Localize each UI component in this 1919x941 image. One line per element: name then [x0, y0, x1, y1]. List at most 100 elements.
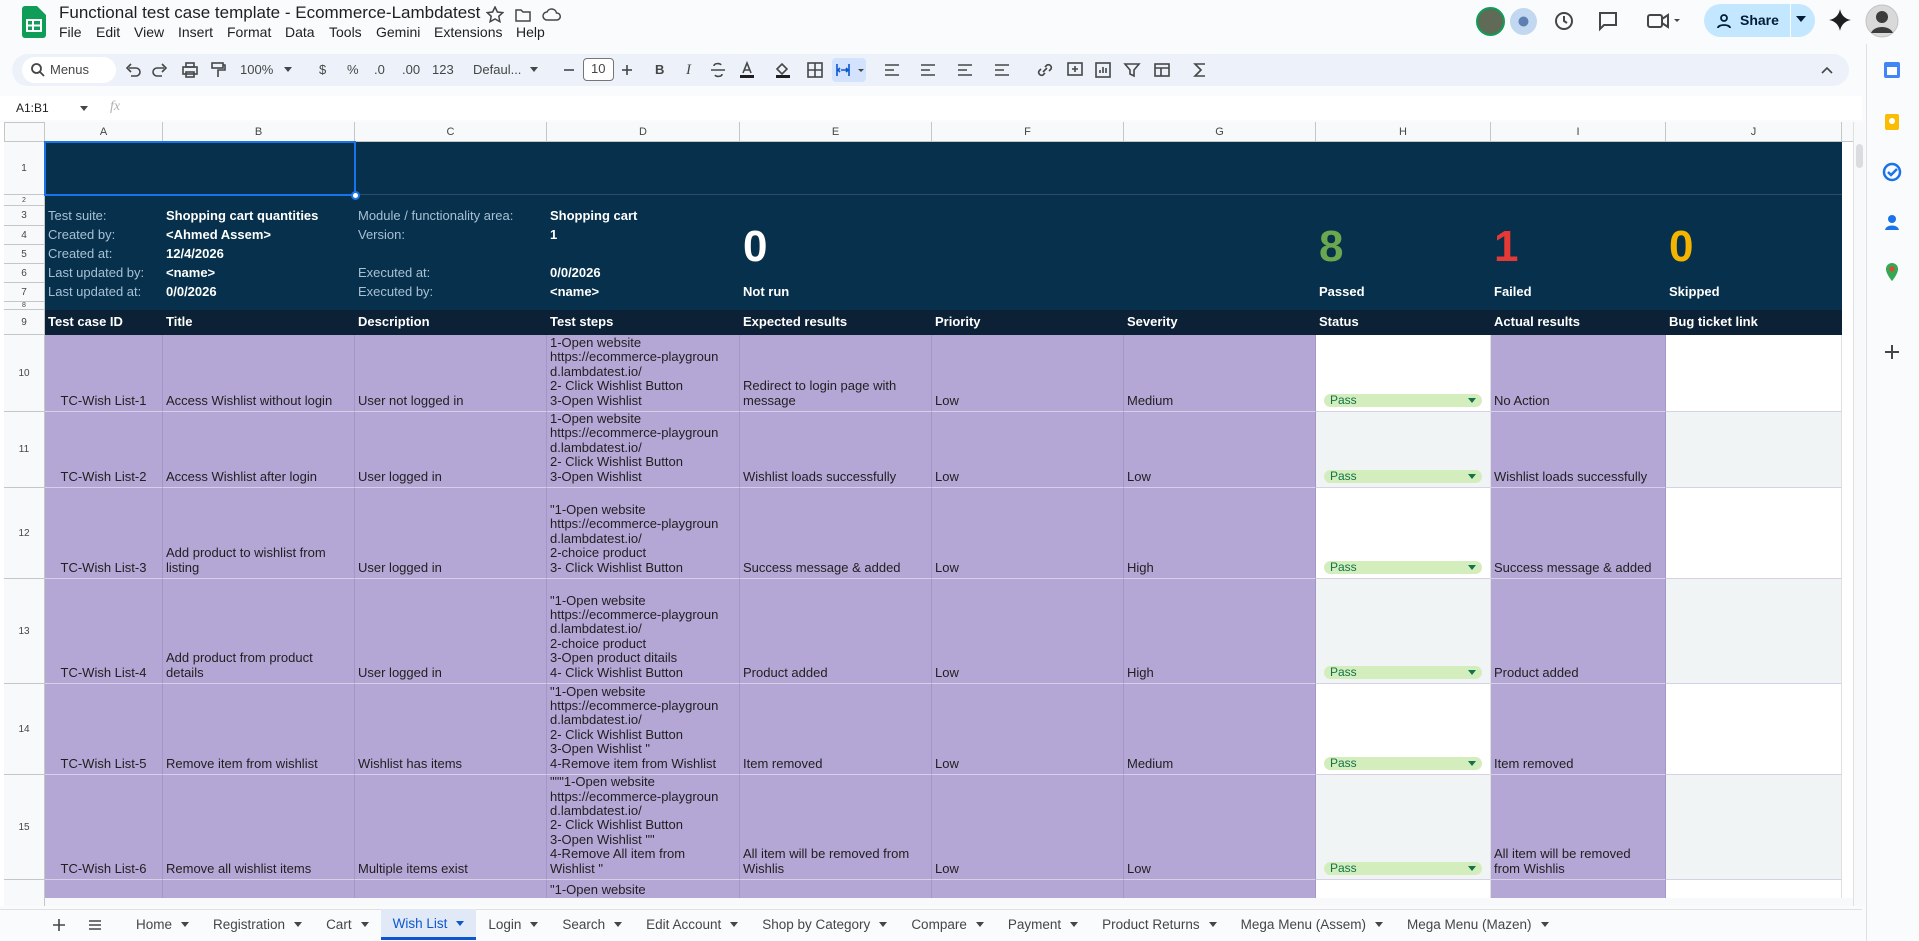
sheet-tab[interactable]: Mega Menu (Mazen) [1395, 909, 1561, 940]
tab-dropdown[interactable] [1208, 922, 1217, 927]
font-size-box[interactable] [583, 58, 614, 81]
toolbar-zoom[interactable]: 100% [240, 62, 274, 77]
status-chip[interactable]: Pass [1324, 469, 1482, 483]
sheet-tab[interactable]: Product Returns [1090, 909, 1229, 940]
column-header[interactable]: E [740, 122, 932, 142]
filter[interactable] [1122, 60, 1142, 80]
menu-item[interactable]: Edit [96, 24, 121, 40]
menu-item[interactable]: Help [516, 24, 545, 40]
v-scroll-thumb[interactable] [1856, 144, 1863, 168]
chip-dropdown[interactable] [1468, 866, 1476, 871]
doc-title[interactable]: Functional test case template - Ecommerc… [59, 3, 481, 22]
status-label[interactable]: Pass [1330, 756, 1357, 771]
row-header[interactable]: 14 [4, 684, 45, 775]
borders[interactable] [805, 60, 825, 80]
toolbar-dec-more[interactable]: .00 [402, 62, 421, 77]
get-addons[interactable] [1882, 342, 1902, 362]
all-sheets[interactable] [87, 917, 103, 933]
meet-icon[interactable] [1646, 9, 1682, 33]
toolbar-italic[interactable]: I [686, 62, 691, 78]
column-header[interactable]: C [355, 122, 547, 142]
undo[interactable] [123, 60, 143, 80]
row-header[interactable]: 1 [4, 142, 45, 195]
tasks-app[interactable] [1882, 162, 1902, 182]
status-label[interactable]: Pass [1330, 861, 1357, 876]
sheet-tab[interactable]: Cart [314, 909, 381, 940]
status-chip[interactable]: Pass [1324, 665, 1482, 679]
row-header[interactable]: 4 [4, 226, 45, 245]
menu-item[interactable]: Tools [329, 24, 362, 40]
sheet-tab[interactable]: Edit Account [634, 909, 750, 940]
paint-format[interactable] [208, 60, 228, 80]
sheet-tab-label[interactable]: Shop by Category [762, 917, 871, 932]
chip-dropdown[interactable] [1468, 761, 1476, 766]
minus-icon[interactable] [563, 64, 575, 76]
sheet-tab-label[interactable]: Search [562, 917, 606, 932]
toolbar-font[interactable]: Defaul... [473, 62, 522, 77]
text-rotate[interactable] [992, 60, 1012, 80]
row-header[interactable]: 7 [4, 283, 45, 302]
merge-cells[interactable] [832, 58, 866, 82]
chip-dropdown[interactable] [1468, 398, 1476, 403]
sheet-tab-label[interactable]: Wish List [392, 915, 448, 931]
toolbar-format[interactable]: 123 [432, 62, 454, 77]
account-avatar[interactable] [1865, 4, 1899, 38]
redo[interactable] [150, 60, 170, 80]
menu-item[interactable]: Extensions [434, 24, 503, 40]
column-header[interactable]: B [163, 122, 355, 142]
row-header[interactable]: 8 [4, 302, 45, 310]
functions[interactable] [1190, 60, 1210, 80]
column-header[interactable]: H [1316, 122, 1491, 142]
insert-link[interactable] [1035, 60, 1055, 80]
sheet-tab[interactable]: Search [550, 909, 634, 940]
calendar-app[interactable] [1882, 60, 1902, 80]
sheet-tab[interactable]: Registration [201, 909, 314, 940]
sheet-tab-label[interactable]: Cart [326, 917, 352, 932]
font-dropdown[interactable] [530, 67, 538, 72]
tab-dropdown[interactable] [1540, 922, 1549, 927]
toolbar-percent[interactable]: % [347, 62, 359, 77]
menu-item[interactable]: Gemini [376, 24, 421, 40]
row-header[interactable]: 11 [4, 412, 45, 488]
share-icon[interactable] [1717, 12, 1737, 30]
menu-item[interactable]: Insert [178, 24, 214, 40]
sheet-tab[interactable]: Mega Menu (Assem) [1229, 909, 1395, 940]
fill-handle[interactable] [351, 191, 360, 200]
sheet-tab[interactable]: Payment [996, 909, 1090, 940]
share-label[interactable]: Share [1740, 12, 1779, 28]
sheet-tab[interactable]: Shop by Category [750, 909, 899, 940]
tab-dropdown[interactable] [456, 920, 465, 926]
column-header[interactable]: J [1666, 122, 1842, 142]
sheet-tab[interactable]: Compare [899, 909, 996, 940]
column-header[interactable]: G [1124, 122, 1316, 142]
avatar[interactable] [1476, 7, 1505, 36]
comments-icon[interactable] [1596, 9, 1620, 33]
tab-dropdown[interactable] [530, 922, 539, 927]
search-menus[interactable] [22, 57, 116, 83]
keep-app[interactable] [1882, 112, 1902, 132]
tab-dropdown[interactable] [181, 922, 190, 927]
tab-dropdown[interactable] [614, 922, 623, 927]
chip-dropdown[interactable] [1468, 565, 1476, 570]
sheet-tab-label[interactable]: Registration [213, 917, 286, 932]
sheet-tab[interactable]: Home [124, 909, 201, 940]
row-header[interactable]: 13 [4, 579, 45, 684]
move-icon[interactable] [514, 6, 532, 24]
tab-dropdown[interactable] [879, 922, 888, 927]
name-box-dropdown[interactable] [80, 106, 88, 111]
print[interactable] [180, 60, 200, 80]
avatar[interactable] [1509, 7, 1538, 36]
menu-item[interactable]: Data [285, 24, 315, 40]
row-header[interactable]: 9 [4, 310, 45, 335]
sheet-tab-label[interactable]: Compare [911, 917, 967, 932]
toolbar-currency[interactable]: $ [319, 62, 327, 77]
collapse-toolbar[interactable] [1817, 60, 1837, 80]
star-icon[interactable] [486, 6, 504, 24]
column-header[interactable]: D [547, 122, 740, 142]
sheet-tab[interactable]: Login [476, 909, 550, 940]
status-label[interactable]: Pass [1330, 393, 1357, 408]
v-align[interactable] [918, 60, 938, 80]
history-icon[interactable] [1552, 9, 1576, 33]
cell-ref[interactable]: A1:B1 [16, 101, 49, 115]
toolbar-bold[interactable]: B [655, 62, 665, 77]
